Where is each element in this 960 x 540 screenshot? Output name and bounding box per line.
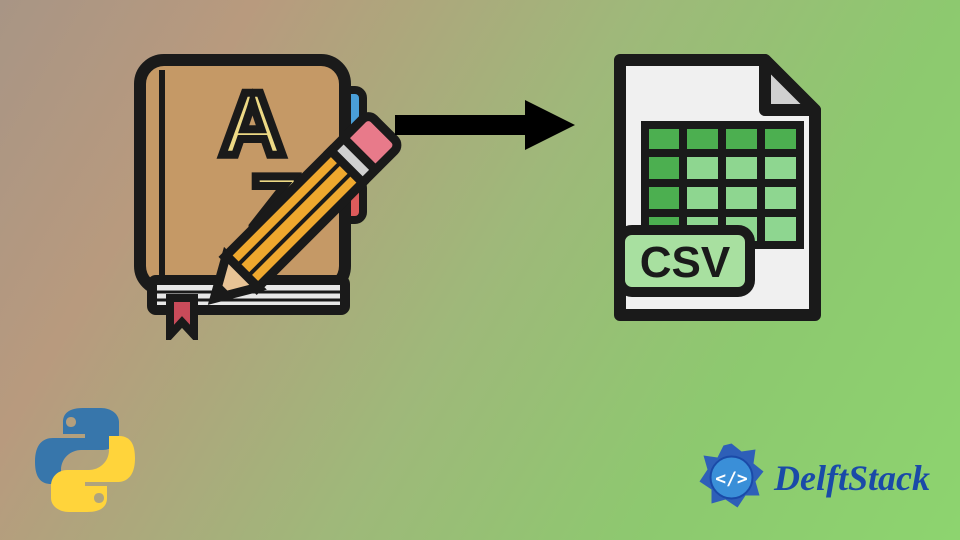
arrow-icon: [395, 100, 575, 150]
delftstack-text: DelftStack: [774, 457, 930, 499]
delftstack-logo: </> DelftStack: [694, 440, 930, 515]
pencil-icon: [150, 100, 410, 360]
svg-text:</>: </>: [715, 469, 748, 490]
csv-label: CSV: [640, 238, 731, 287]
delftstack-emblem: </>: [694, 440, 769, 515]
python-logo: [25, 400, 145, 520]
csv-file-icon: CSV: [590, 45, 840, 335]
